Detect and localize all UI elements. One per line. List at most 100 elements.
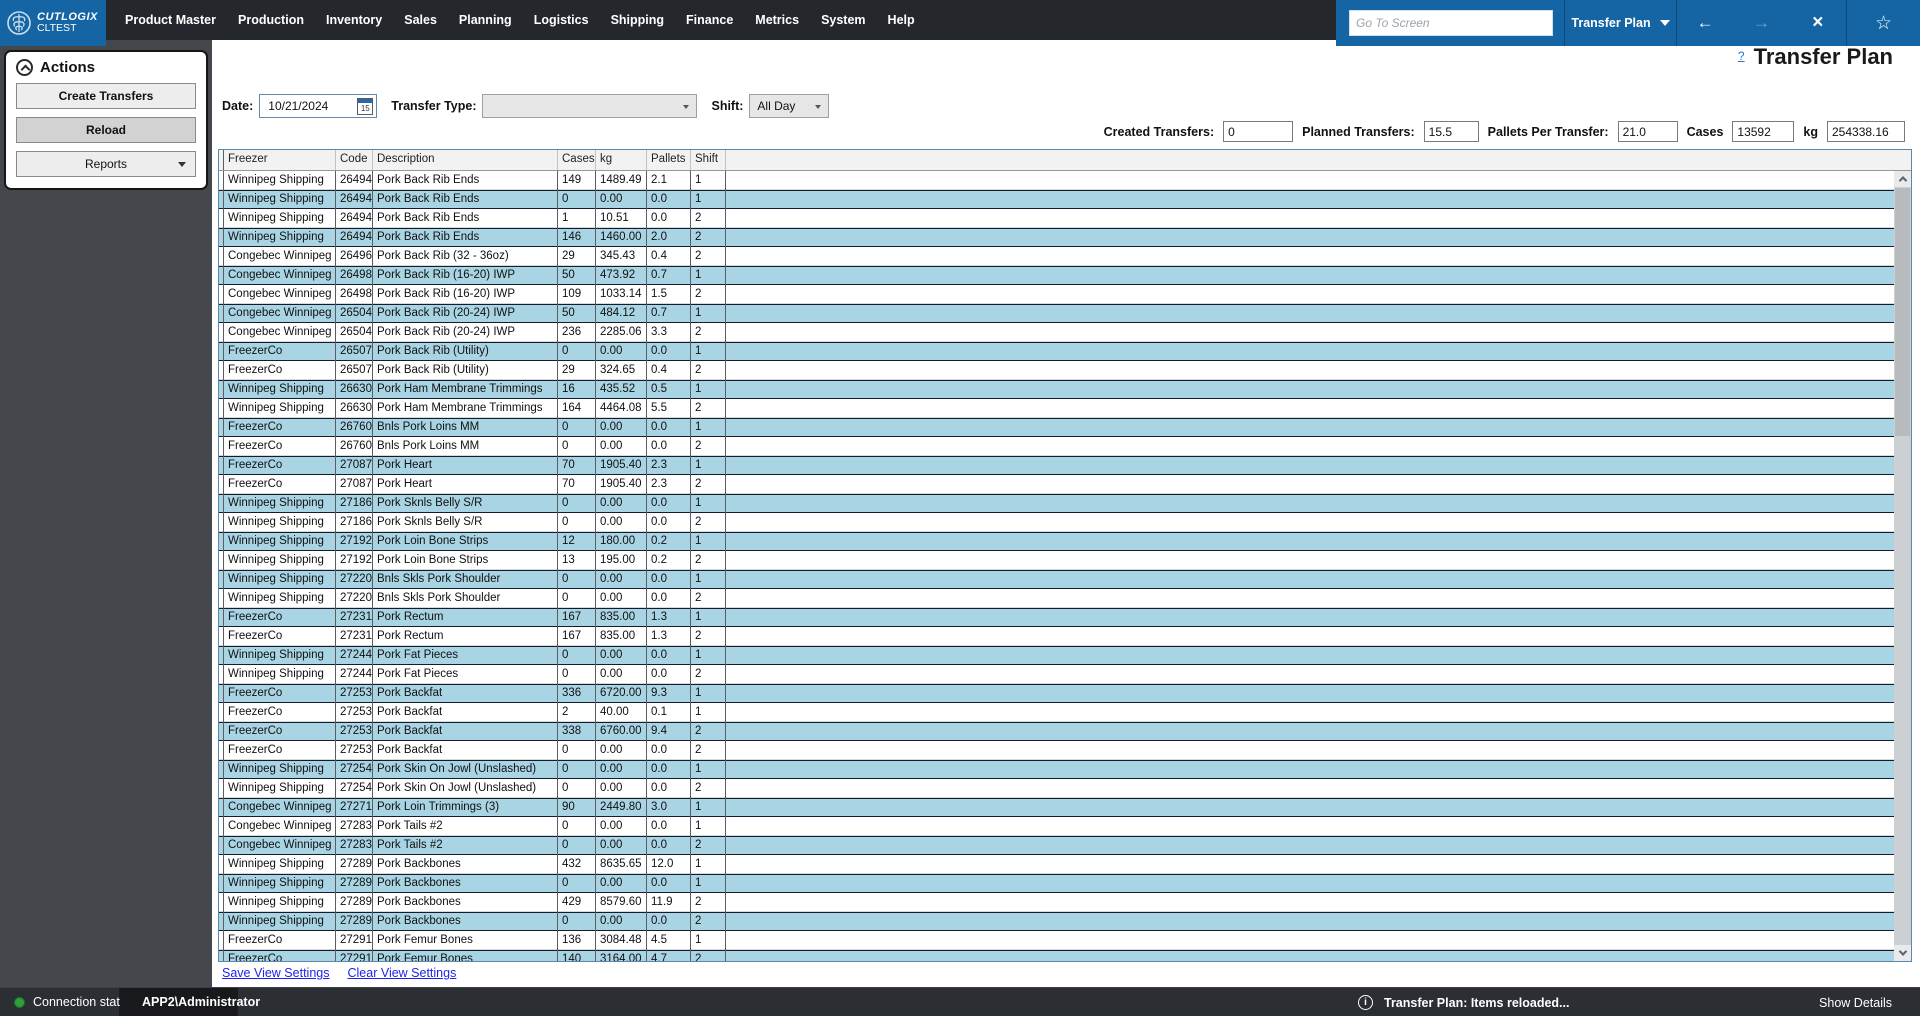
table-row[interactable]: Winnipeg Shipping 27186 Pork Sknls Belly S… bbox=[219, 494, 1894, 513]
cell-code: 26504 bbox=[336, 304, 373, 323]
menu-item-product-master[interactable]: Product Master bbox=[125, 13, 216, 27]
table-row[interactable]: FreezerCo 27087 Pork Heart 70 1905.40 2.3 1 bbox=[219, 456, 1894, 475]
table-row[interactable]: FreezerCo 26507 Pork Back Rib (Utility) 0 0.… bbox=[219, 342, 1894, 361]
cell-description: Pork Back Rib (20-24) IWP bbox=[373, 323, 558, 342]
cell-description: Pork Femur Bones bbox=[373, 931, 558, 950]
back-arrow-icon[interactable]: ← bbox=[1696, 13, 1714, 32]
table-row[interactable]: Winnipeg Shipping 26494 Pork Back Rib Ends… bbox=[219, 171, 1894, 190]
column-header-pallets[interactable]: Pallets bbox=[647, 150, 691, 170]
table-row[interactable]: FreezerCo 27253 Pork Backfat 336 6720.00 9.3 1 bbox=[219, 684, 1894, 703]
menu-item-shipping[interactable]: Shipping bbox=[610, 13, 665, 27]
cell-pallets: 0.0 bbox=[647, 494, 691, 513]
table-row[interactable]: FreezerCo 26507 Pork Back Rib (Utility) 29 3… bbox=[219, 361, 1894, 380]
table-row[interactable]: FreezerCo 26760 Bnls Pork Loins MM 0 0.00 0.0… bbox=[219, 418, 1894, 437]
column-header-kg[interactable]: kg bbox=[596, 150, 647, 170]
table-row[interactable]: FreezerCo 26760 Bnls Pork Loins MM 0 0.00 0.0… bbox=[219, 437, 1894, 456]
scrollbar-thumb[interactable] bbox=[1895, 188, 1910, 436]
save-view-settings-link[interactable]: Save View Settings bbox=[222, 966, 330, 980]
column-header-shift[interactable]: Shift bbox=[691, 150, 726, 170]
scroll-up-icon[interactable] bbox=[1894, 171, 1911, 187]
menu-item-sales[interactable]: Sales bbox=[404, 13, 437, 27]
cell-code: 27244 bbox=[336, 646, 373, 665]
menu-item-inventory[interactable]: Inventory bbox=[325, 13, 383, 27]
menu-item-planning[interactable]: Planning bbox=[458, 13, 512, 27]
menu-item-finance[interactable]: Finance bbox=[686, 13, 734, 27]
table-row[interactable]: FreezerCo 27087 Pork Heart 70 1905.40 2.3 2 bbox=[219, 475, 1894, 494]
table-row[interactable]: FreezerCo 27253 Pork Backfat 338 6760.00 9.4 2 bbox=[219, 722, 1894, 741]
scroll-down-icon[interactable] bbox=[1894, 945, 1911, 961]
screen-selector-dropdown[interactable]: Transfer Plan bbox=[1564, 0, 1676, 46]
table-row[interactable]: Winnipeg Shipping 27220 Bnls Skls Pork Sho… bbox=[219, 570, 1894, 589]
table-row[interactable]: Winnipeg Shipping 27289 Pork Backbones 432 8… bbox=[219, 855, 1894, 874]
reports-dropdown-button[interactable]: Reports bbox=[16, 151, 196, 177]
table-row[interactable]: Winnipeg Shipping 27244 Pork Fat Pieces 0 0.… bbox=[219, 646, 1894, 665]
table-row[interactable]: Congebec Winnipeg 27271 Pork Loin Trimming… bbox=[219, 798, 1894, 817]
table-row[interactable]: Winnipeg Shipping 27289 Pork Backbones 0 0.0… bbox=[219, 912, 1894, 931]
table-row[interactable]: Congebec Winnipeg 27283 Pork Tails #2 0 0.00… bbox=[219, 817, 1894, 836]
table-row[interactable]: FreezerCo 27253 Pork Backfat 0 0.00 0.0 2 bbox=[219, 741, 1894, 760]
vertical-scrollbar[interactable] bbox=[1894, 171, 1911, 961]
menu-item-help[interactable]: Help bbox=[887, 13, 915, 27]
table-row[interactable]: Winnipeg Shipping 27186 Pork Sknls Belly S… bbox=[219, 513, 1894, 532]
planned-transfers-value[interactable] bbox=[1423, 121, 1479, 142]
table-row[interactable]: Winnipeg Shipping 27244 Pork Fat Pieces 0 0.… bbox=[219, 665, 1894, 684]
table-row[interactable]: Winnipeg Shipping 27289 Pork Backbones 429 8… bbox=[219, 893, 1894, 912]
cell-description: Pork Loin Bone Strips bbox=[373, 532, 558, 551]
table-row[interactable]: Congebec Winnipeg 27283 Pork Tails #2 0 0.00… bbox=[219, 836, 1894, 855]
cell-freezer: Winnipeg Shipping bbox=[224, 665, 336, 684]
column-header-code[interactable]: Code bbox=[336, 150, 373, 170]
menu-item-metrics[interactable]: Metrics bbox=[755, 13, 800, 27]
cases-value[interactable] bbox=[1732, 121, 1795, 142]
favorite-star-icon[interactable]: ☆ bbox=[1846, 0, 1920, 46]
table-row[interactable]: Winnipeg Shipping 27192 Pork Loin Bone Str… bbox=[219, 551, 1894, 570]
column-header-freezer[interactable]: Freezer bbox=[224, 150, 336, 170]
close-icon[interactable]: × bbox=[1812, 12, 1824, 33]
table-row[interactable]: Congebec Winnipeg 26498 Pork Back Rib (16-… bbox=[219, 285, 1894, 304]
table-row[interactable]: Winnipeg Shipping 26494 Pork Back Rib Ends… bbox=[219, 228, 1894, 247]
table-row[interactable]: Congebec Winnipeg 26496 Pork Back Rib (32 … bbox=[219, 247, 1894, 266]
table-row[interactable]: Winnipeg Shipping 26494 Pork Back Rib Ends… bbox=[219, 190, 1894, 209]
table-row[interactable]: Congebec Winnipeg 26504 Pork Back Rib (20-… bbox=[219, 323, 1894, 342]
menu-item-production[interactable]: Production bbox=[238, 13, 304, 27]
help-link[interactable]: ? bbox=[1737, 49, 1745, 63]
goto-screen-input[interactable] bbox=[1349, 10, 1553, 36]
table-row[interactable]: Winnipeg Shipping 27254 Pork Skin On Jowl … bbox=[219, 779, 1894, 798]
table-row[interactable]: Winnipeg Shipping 26630 Pork Ham Membrane … bbox=[219, 380, 1894, 399]
table-row[interactable]: FreezerCo 27231 Pork Rectum 167 835.00 1.3 2 bbox=[219, 627, 1894, 646]
pallets-per-transfer-value[interactable] bbox=[1617, 121, 1678, 142]
calendar-icon[interactable]: 15 bbox=[357, 97, 374, 115]
table-row[interactable]: FreezerCo 27231 Pork Rectum 167 835.00 1.3 1 bbox=[219, 608, 1894, 627]
forward-arrow-icon[interactable]: → bbox=[1752, 13, 1770, 32]
table-row[interactable]: Winnipeg Shipping 26630 Pork Ham Membrane … bbox=[219, 399, 1894, 418]
collapse-panel-icon[interactable] bbox=[16, 59, 33, 76]
menu-item-system[interactable]: System bbox=[821, 13, 866, 27]
cell-code: 27186 bbox=[336, 513, 373, 532]
column-header-cases[interactable]: Cases bbox=[558, 150, 596, 170]
table-row[interactable]: Winnipeg Shipping 27220 Bnls Skls Pork Sho… bbox=[219, 589, 1894, 608]
column-header-description[interactable]: Description bbox=[373, 150, 558, 170]
table-row[interactable]: Winnipeg Shipping 27289 Pork Backbones 0 0.0… bbox=[219, 874, 1894, 893]
table-row[interactable]: FreezerCo 27291 Pork Femur Bones 136 3084.48… bbox=[219, 931, 1894, 950]
table-row[interactable]: FreezerCo 27253 Pork Backfat 2 40.00 0.1 1 bbox=[219, 703, 1894, 722]
table-row[interactable]: Congebec Winnipeg 26498 Pork Back Rib (16-… bbox=[219, 266, 1894, 285]
table-row[interactable]: Winnipeg Shipping 27192 Pork Loin Bone Str… bbox=[219, 532, 1894, 551]
table-row[interactable]: Winnipeg Shipping 26494 Pork Back Rib Ends… bbox=[219, 209, 1894, 228]
cell-description: Pork Backbones bbox=[373, 893, 558, 912]
create-transfers-button[interactable]: Create Transfers bbox=[16, 83, 196, 109]
table-row[interactable]: Congebec Winnipeg 26504 Pork Back Rib (20-… bbox=[219, 304, 1894, 323]
transfer-type-dropdown[interactable] bbox=[482, 94, 698, 118]
row-header bbox=[219, 228, 224, 247]
cell-description: Pork Back Rib Ends bbox=[373, 228, 558, 247]
reload-button[interactable]: Reload bbox=[16, 117, 196, 143]
table-row[interactable]: Winnipeg Shipping 27254 Pork Skin On Jowl … bbox=[219, 760, 1894, 779]
clear-view-settings-link[interactable]: Clear View Settings bbox=[347, 966, 457, 980]
menu-item-logistics[interactable]: Logistics bbox=[533, 13, 589, 27]
show-details-button[interactable]: Show Details bbox=[1819, 995, 1892, 1010]
cell-kg: 324.65 bbox=[596, 361, 647, 380]
created-transfers-value[interactable] bbox=[1223, 121, 1294, 142]
shift-dropdown[interactable]: All Day bbox=[749, 94, 830, 118]
table-row[interactable]: FreezerCo 27291 Pork Femur Bones 140 3164.00… bbox=[219, 950, 1894, 961]
date-input[interactable] bbox=[266, 98, 358, 114]
cell-code: 27254 bbox=[336, 760, 373, 779]
kg-value[interactable] bbox=[1827, 121, 1905, 142]
